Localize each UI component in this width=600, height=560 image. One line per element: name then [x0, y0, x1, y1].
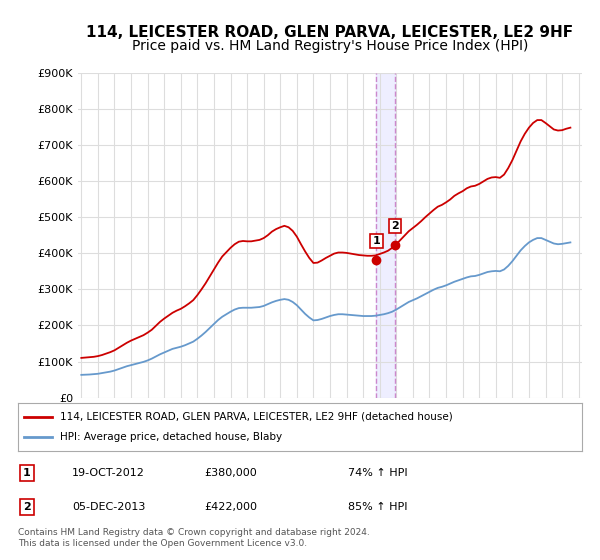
Text: 2: 2 [23, 502, 31, 512]
Text: 05-DEC-2013: 05-DEC-2013 [72, 502, 145, 512]
Text: 2: 2 [391, 221, 399, 231]
Text: 74% ↑ HPI: 74% ↑ HPI [348, 468, 407, 478]
Text: £380,000: £380,000 [204, 468, 257, 478]
Text: 1: 1 [23, 468, 31, 478]
Text: 1: 1 [373, 236, 380, 246]
Text: 19-OCT-2012: 19-OCT-2012 [72, 468, 145, 478]
Bar [376, 73, 395, 398]
Text: Contains HM Land Registry data © Crown copyright and database right 2024.
This d: Contains HM Land Registry data © Crown c… [18, 528, 370, 548]
Text: 114, LEICESTER ROAD, GLEN PARVA, LEICESTER, LE2 9HF: 114, LEICESTER ROAD, GLEN PARVA, LEICEST… [86, 25, 574, 40]
Text: 85% ↑ HPI: 85% ↑ HPI [348, 502, 407, 512]
Text: Price paid vs. HM Land Registry's House Price Index (HPI): Price paid vs. HM Land Registry's House … [132, 39, 528, 53]
Text: £422,000: £422,000 [204, 502, 257, 512]
Text: 114, LEICESTER ROAD, GLEN PARVA, LEICESTER, LE2 9HF (detached house): 114, LEICESTER ROAD, GLEN PARVA, LEICEST… [60, 412, 453, 422]
Text: HPI: Average price, detached house, Blaby: HPI: Average price, detached house, Blab… [60, 432, 283, 442]
